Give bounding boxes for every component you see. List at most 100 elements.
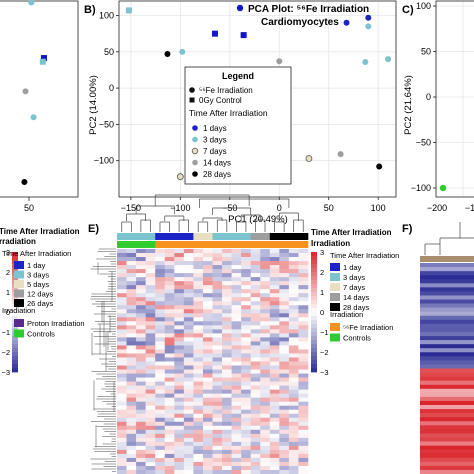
heatmap-cell	[222, 281, 232, 286]
heatmap-cell	[269, 449, 280, 455]
heatmap-cell	[250, 465, 261, 471]
heatmap-cell	[212, 361, 223, 366]
heatmap-cell	[260, 385, 271, 390]
heatmap-cell	[231, 425, 242, 431]
heatmap-cell	[145, 469, 156, 474]
heatmap-cell	[241, 301, 251, 306]
heatmap-cell	[174, 309, 185, 314]
panel-f-cell	[420, 409, 474, 414]
heatmap-cell	[288, 313, 299, 318]
scale-band	[12, 340, 18, 345]
heatmap-cell	[269, 337, 280, 342]
y-tick-label: 100	[99, 11, 114, 21]
irradiation-annotation-cell	[279, 241, 290, 248]
heatmap-cell	[212, 341, 223, 346]
time-annotation-cell	[250, 233, 261, 240]
heatmap-cell	[241, 369, 251, 374]
heatmap-cell	[260, 457, 271, 463]
heatmap-cell	[155, 309, 166, 314]
irradiation-annotation-cell	[222, 241, 232, 248]
heatmap-cell	[269, 417, 280, 423]
heatmap-cell	[155, 417, 166, 423]
right-irr-swatch	[330, 323, 340, 331]
right-time-swatch	[330, 303, 340, 311]
heatmap-cell	[231, 361, 242, 366]
heatmap-cell	[288, 377, 299, 382]
heatmap-cell	[117, 293, 127, 298]
heatmap-cell	[183, 365, 194, 370]
heatmap-cell	[117, 417, 127, 423]
heatmap-cell	[193, 397, 204, 402]
heatmap-cell	[174, 301, 185, 306]
heatmap-cell	[231, 393, 242, 398]
heatmap-cell	[183, 437, 194, 443]
heatmap-cell	[174, 317, 185, 322]
heatmap-cell	[155, 281, 166, 286]
heatmap-cell	[298, 301, 309, 306]
heatmap-cell	[279, 445, 290, 451]
panel-b-pca-scatter: B) −150 −100 −50 0 50 100 −100 −50 0 50 100 PC1 (…	[84, 0, 397, 225]
heatmap-cell	[250, 389, 261, 394]
heatmap-cell	[164, 357, 175, 362]
heatmap-cell	[212, 257, 223, 262]
heatmap-cell	[202, 301, 213, 306]
heatmap-cell	[145, 461, 156, 467]
heatmap-cell	[250, 325, 261, 330]
heatmap-cell	[222, 381, 232, 386]
heatmap-cell	[250, 337, 261, 342]
heatmap-cell	[155, 457, 166, 463]
heatmap-cell	[250, 281, 261, 286]
scale-band	[311, 364, 317, 369]
heatmap-cell	[269, 349, 280, 354]
heatmap-cell	[222, 349, 232, 354]
heatmap-cell	[145, 361, 156, 366]
heatmap-cell	[298, 289, 309, 294]
legend-control-label: 0Gy Control	[199, 96, 242, 105]
panel-c-x-tick-label-2: −1	[465, 203, 474, 213]
heatmap-cell	[193, 349, 204, 354]
heatmap-cell	[202, 441, 213, 447]
heatmap-cell	[117, 429, 127, 435]
irradiation-annotation-cell	[193, 241, 204, 248]
panel-c-grid	[436, 1, 474, 197]
heatmap-cell	[136, 389, 146, 394]
heatmap-cell	[174, 321, 185, 326]
heatmap-cell	[241, 445, 251, 451]
panel-c-scatter: C) 100 50 0 −50 −100 PC2 (21.64%) −200 −1	[402, 0, 474, 213]
heatmap-cell	[260, 413, 271, 419]
legend-time-label: 7 days	[203, 147, 227, 156]
heatmap-cell	[145, 273, 156, 278]
heatmap-cell	[250, 345, 261, 350]
irradiation-annotation-bar	[117, 241, 309, 248]
heatmap-cell	[193, 321, 204, 326]
legend-time-label: 1 days	[203, 124, 227, 133]
heatmap-cell	[288, 325, 299, 330]
heatmap-cell	[222, 445, 232, 451]
heatmap-cell	[202, 253, 213, 258]
heatmap-cell	[250, 273, 261, 278]
heatmap-cell	[212, 417, 223, 423]
heatmap-cell	[193, 337, 204, 342]
heatmap-cell	[145, 257, 156, 262]
x-tick-label: 100	[371, 203, 386, 213]
heatmap-cell	[174, 281, 185, 286]
heatmap-cell	[231, 341, 242, 346]
scale-band	[311, 348, 317, 353]
heatmap-cell	[222, 409, 232, 415]
heatmap-cell	[279, 453, 290, 459]
heatmap-cell	[164, 429, 175, 435]
heatmap-cell	[183, 401, 194, 406]
heatmap-cell	[269, 269, 280, 274]
legend-time-label: 3 days	[203, 136, 227, 145]
heatmap-cell	[231, 277, 242, 282]
heatmap-cell	[155, 253, 166, 258]
heatmap-cell	[250, 405, 261, 411]
heatmap-cell	[174, 465, 185, 471]
heatmap-cell	[126, 293, 137, 298]
heatmap-cell	[117, 277, 127, 282]
heatmap-cell	[117, 281, 127, 286]
heatmap-cell	[288, 345, 299, 350]
heatmap-cell	[222, 401, 232, 406]
heatmap-cell	[202, 433, 213, 439]
heatmap-cell	[126, 365, 137, 370]
